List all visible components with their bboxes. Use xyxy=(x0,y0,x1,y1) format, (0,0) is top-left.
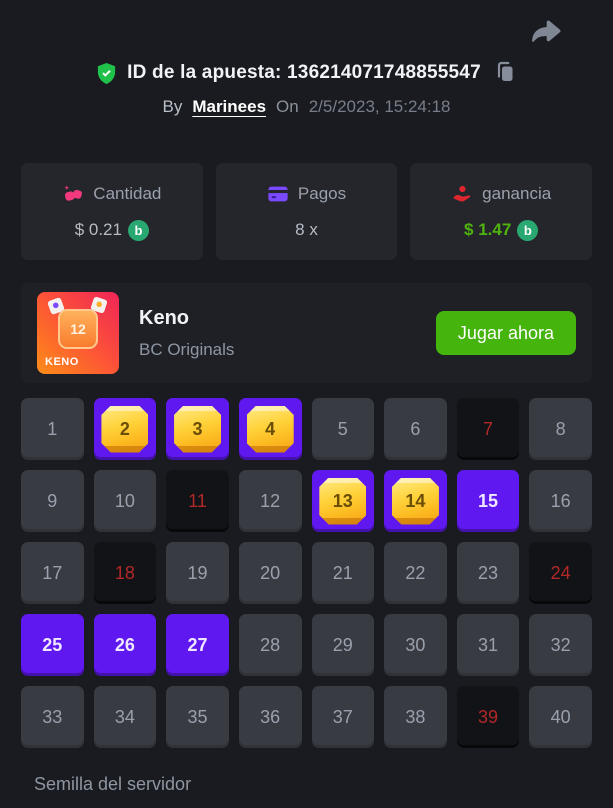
bet-id-value: 136214071748855547 xyxy=(287,62,481,83)
bc-coin-icon: b xyxy=(517,219,539,241)
server-seed-label: Semilla del servidor xyxy=(34,774,192,794)
stat-value-row: $ 0.21 b xyxy=(74,219,149,241)
keno-grid: 1 2 3 4 5 6 7 8 9 10 11 12 13 14 15 16 17 18 19 20 21 22 23 24 2… xyxy=(21,398,592,748)
byline: By Marinees On 2/5/2023, 15:24:18 xyxy=(0,97,613,117)
keno-tile-20: 20 xyxy=(238,542,302,604)
keno-tile-11: 11 xyxy=(166,470,229,532)
gem-hit-icon: 4 xyxy=(246,405,294,453)
share-icon xyxy=(532,20,561,42)
stat-header: ganancia xyxy=(451,183,551,205)
on-label: On xyxy=(276,97,299,116)
bc-coin-icon: b xyxy=(127,219,149,241)
keno-tile-33: 33 xyxy=(21,686,84,748)
stat-card-payout: Pagos 8 x xyxy=(215,163,398,260)
stat-label: ganancia xyxy=(482,183,552,203)
game-title: Keno xyxy=(139,306,189,329)
stat-value-row: 8 x xyxy=(295,220,318,240)
keno-tile-34: 34 xyxy=(93,686,157,748)
keno-tile-37: 37 xyxy=(311,686,375,748)
gem-hit-icon: 2 xyxy=(101,405,149,453)
keno-tile-12: 12 xyxy=(238,470,302,532)
gem-hit-icon: 3 xyxy=(174,405,222,453)
thumb-keno-label: KENO xyxy=(45,356,79,368)
keno-tile-29: 29 xyxy=(311,614,375,676)
bet-id-label: ID de la apuesta: xyxy=(127,62,282,83)
credit-card-icon xyxy=(267,183,289,205)
keno-tile-6: 6 xyxy=(384,398,447,460)
keno-tile-27: 27 xyxy=(166,614,229,676)
keno-tile-24: 24 xyxy=(529,542,592,604)
keno-tile-32: 32 xyxy=(529,614,592,676)
stat-header: Cantidad xyxy=(62,183,161,205)
copy-button[interactable] xyxy=(492,60,518,86)
game-provider: BC Originals xyxy=(139,339,235,359)
thumb-gem-tile: 12 xyxy=(58,309,98,349)
stat-card-amount: Cantidad $ 0.21 b xyxy=(21,163,203,260)
keno-tile-2: 2 xyxy=(93,398,157,460)
play-now-button[interactable]: Jugar ahora xyxy=(435,311,576,355)
keno-tile-25: 25 xyxy=(21,614,84,676)
keno-tile-23: 23 xyxy=(456,542,520,604)
keno-tile-26: 26 xyxy=(93,614,157,676)
keno-tile-35: 35 xyxy=(166,686,229,748)
copy-icon xyxy=(497,61,513,81)
stat-label: Cantidad xyxy=(93,183,162,203)
keno-tile-31: 31 xyxy=(456,614,520,676)
keno-tile-16: 16 xyxy=(529,470,592,532)
stat-header: Pagos xyxy=(267,183,346,205)
keno-tile-8: 8 xyxy=(529,398,592,460)
keno-tile-28: 28 xyxy=(238,614,302,676)
keno-tile-9: 9 xyxy=(21,470,84,532)
game-info: Keno BC Originals xyxy=(139,307,234,360)
username-link[interactable]: Marinees xyxy=(192,97,267,116)
keno-tile-36: 36 xyxy=(238,686,302,748)
share-button[interactable] xyxy=(527,16,563,52)
keno-tile-7: 7 xyxy=(456,398,520,460)
keno-tile-1: 1 xyxy=(21,398,84,460)
hand-profit-icon xyxy=(451,183,473,205)
stat-value: $ 0.21 xyxy=(74,220,122,239)
stat-value: $ 1.47 xyxy=(464,220,512,239)
keno-tile-39: 39 xyxy=(456,686,520,748)
game-banner: 12 KENO Keno BC Originals Jugar ahora xyxy=(21,283,592,383)
stat-value: 8 x xyxy=(295,220,318,239)
keno-tile-40: 40 xyxy=(529,686,592,748)
gems-icon xyxy=(62,183,84,205)
keno-game-thumbnail[interactable]: 12 KENO xyxy=(37,292,119,374)
keno-tile-18: 18 xyxy=(93,542,157,604)
stats-row: Cantidad $ 0.21 b Pagos 8 x xyxy=(0,163,613,260)
keno-tile-38: 38 xyxy=(384,686,447,748)
keno-tile-5: 5 xyxy=(311,398,375,460)
keno-tile-30: 30 xyxy=(384,614,447,676)
keno-tile-13: 13 xyxy=(311,470,375,532)
keno-tile-21: 21 xyxy=(311,542,375,604)
by-label: By xyxy=(162,97,183,116)
share-row xyxy=(0,0,613,52)
stat-value-row: $ 1.47 b xyxy=(464,219,539,241)
stat-label: Pagos xyxy=(297,184,347,203)
keno-tile-22: 22 xyxy=(384,542,447,604)
keno-tile-19: 19 xyxy=(166,542,229,604)
keno-tile-3: 3 xyxy=(166,398,229,460)
keno-tile-4: 4 xyxy=(238,398,302,460)
gem-hit-icon: 14 xyxy=(391,477,439,525)
keno-tile-14: 14 xyxy=(384,470,447,532)
keno-tile-10: 10 xyxy=(93,470,157,532)
keno-tile-15: 15 xyxy=(456,470,520,532)
bet-id-row: ID de la apuesta: 136214071748855547 xyxy=(0,60,613,86)
keno-tile-17: 17 xyxy=(21,542,84,604)
bet-id-text: ID de la apuesta: 136214071748855547 xyxy=(127,62,481,84)
bet-timestamp: 2/5/2023, 15:24:18 xyxy=(308,97,451,116)
stat-card-profit: ganancia $ 1.47 b xyxy=(410,163,593,260)
gem-hit-icon: 13 xyxy=(319,477,367,525)
verified-shield-icon xyxy=(95,62,118,85)
